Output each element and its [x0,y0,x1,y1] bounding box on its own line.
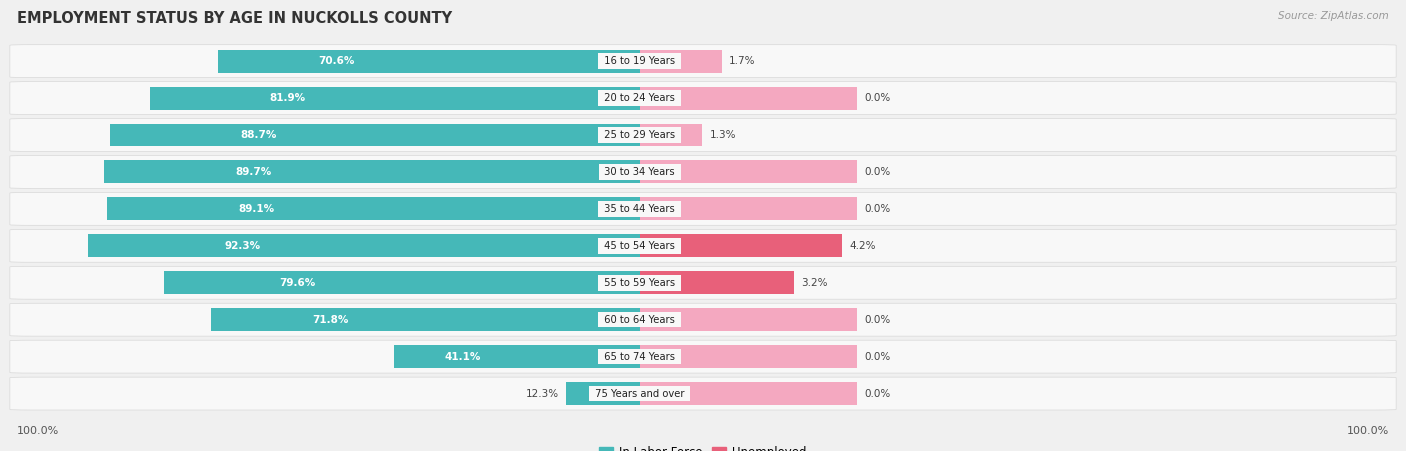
Text: 89.1%: 89.1% [239,204,274,214]
FancyBboxPatch shape [10,230,1396,262]
Bar [640,198,856,221]
FancyBboxPatch shape [10,156,1396,189]
Text: 41.1%: 41.1% [444,352,481,362]
Text: 89.7%: 89.7% [236,167,271,177]
Bar [640,308,856,331]
Bar [640,124,703,147]
Text: 75 Years and over: 75 Years and over [592,389,688,399]
Text: 20 to 24 Years: 20 to 24 Years [602,93,678,103]
Bar [211,308,640,331]
Text: 3.2%: 3.2% [801,278,828,288]
Bar [104,161,640,184]
Text: 79.6%: 79.6% [280,278,315,288]
Text: 45 to 54 Years: 45 to 54 Years [602,241,678,251]
FancyBboxPatch shape [10,303,1396,336]
Legend: In Labor Force, Unemployed: In Labor Force, Unemployed [595,442,811,451]
Text: 71.8%: 71.8% [312,315,349,325]
Text: 1.7%: 1.7% [728,56,755,66]
Text: 16 to 19 Years: 16 to 19 Years [602,56,678,66]
Bar [640,87,856,110]
Text: 100.0%: 100.0% [17,426,59,436]
FancyBboxPatch shape [10,267,1396,299]
Bar [640,235,842,257]
FancyBboxPatch shape [10,82,1396,115]
Text: 81.9%: 81.9% [270,93,305,103]
Bar [567,382,640,405]
FancyBboxPatch shape [10,45,1396,78]
Text: 92.3%: 92.3% [225,241,260,251]
Bar [218,50,640,73]
Text: 0.0%: 0.0% [863,167,890,177]
Text: 0.0%: 0.0% [863,315,890,325]
Text: 4.2%: 4.2% [849,241,876,251]
Bar [640,382,856,405]
Text: 35 to 44 Years: 35 to 44 Years [602,204,678,214]
Text: 88.7%: 88.7% [240,130,277,140]
Text: 0.0%: 0.0% [863,93,890,103]
Bar [107,198,640,221]
Text: 65 to 74 Years: 65 to 74 Years [602,352,678,362]
Text: 60 to 64 Years: 60 to 64 Years [602,315,678,325]
Text: 70.6%: 70.6% [318,56,354,66]
FancyBboxPatch shape [10,377,1396,410]
Text: EMPLOYMENT STATUS BY AGE IN NUCKOLLS COUNTY: EMPLOYMENT STATUS BY AGE IN NUCKOLLS COU… [17,11,451,26]
Text: Source: ZipAtlas.com: Source: ZipAtlas.com [1278,11,1389,21]
Bar [640,345,856,368]
Text: 0.0%: 0.0% [863,352,890,362]
FancyBboxPatch shape [10,340,1396,373]
Bar [110,124,640,147]
Text: 0.0%: 0.0% [863,204,890,214]
FancyBboxPatch shape [10,119,1396,152]
FancyBboxPatch shape [10,193,1396,226]
Bar [150,87,640,110]
Text: 0.0%: 0.0% [863,389,890,399]
Bar [394,345,640,368]
Text: 55 to 59 Years: 55 to 59 Years [602,278,678,288]
Text: 12.3%: 12.3% [526,389,560,399]
Text: 25 to 29 Years: 25 to 29 Years [602,130,678,140]
Text: 30 to 34 Years: 30 to 34 Years [602,167,678,177]
Text: 100.0%: 100.0% [1347,426,1389,436]
Bar [89,235,640,257]
Bar [640,272,794,294]
Bar [640,161,856,184]
Bar [640,50,721,73]
Bar [165,272,640,294]
Text: 1.3%: 1.3% [710,130,735,140]
